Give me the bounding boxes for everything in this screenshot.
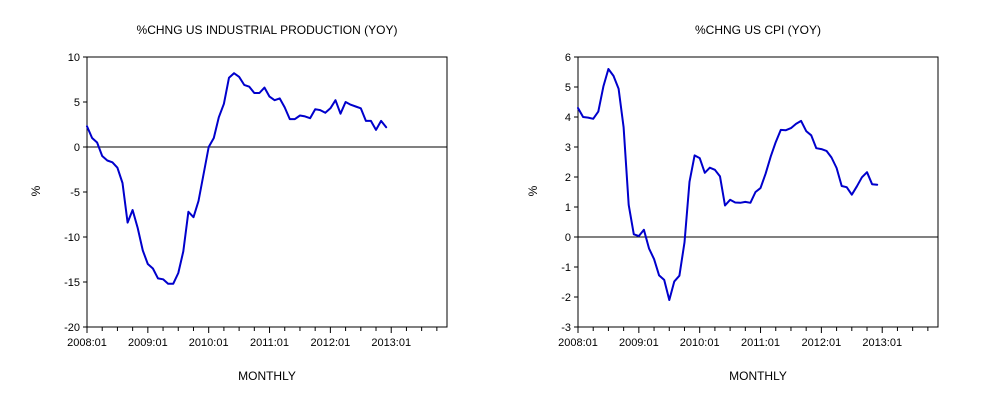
x-tick-label: 2011:01 xyxy=(741,337,780,349)
plot-frame xyxy=(577,56,939,328)
x-tick-label: 2013:01 xyxy=(862,337,902,349)
series-line xyxy=(86,72,388,285)
y-tick-label: 4 xyxy=(565,112,571,124)
y-tick-label: -20 xyxy=(64,322,80,334)
y-tick-label: -2 xyxy=(561,292,571,304)
chart-title: %CHNG US INDUSTRIAL PRODUCTION (YOY) xyxy=(137,23,398,37)
y-tick-label: 6 xyxy=(565,52,571,64)
y-tick-label: 0 xyxy=(74,142,80,154)
y-tick-label: 1 xyxy=(565,202,571,214)
y-tick-label: 3 xyxy=(565,142,571,154)
x-tick-label: 2010:01 xyxy=(189,337,229,349)
x-axis-label: MONTHLY xyxy=(238,369,296,383)
plot-frame xyxy=(86,56,448,328)
x-axis-label: MONTHLY xyxy=(729,369,787,383)
y-tick-label: -3 xyxy=(561,322,571,334)
x-tick-label: 2012:01 xyxy=(310,337,350,349)
y-tick-label: 2 xyxy=(565,172,571,184)
x-tick-label: 2011:01 xyxy=(250,337,289,349)
y-axis-label: % xyxy=(29,185,43,196)
y-tick-label: -15 xyxy=(64,277,80,289)
series-line xyxy=(577,68,879,301)
x-tick-label: 2012:01 xyxy=(801,337,841,349)
y-axis-label: % xyxy=(526,185,540,196)
x-tick-label: 2009:01 xyxy=(128,337,168,349)
x-tick-label: 2010:01 xyxy=(680,337,720,349)
y-tick-label: -10 xyxy=(64,232,80,244)
y-tick-label: 5 xyxy=(565,82,571,94)
y-tick-label: 10 xyxy=(68,52,80,64)
cpi-chart: %CHNG US CPI (YOY) % MONTHLY 6 5 4 3 2 1 0 -1 -2… xyxy=(526,23,939,383)
x-tick-label: 2008:01 xyxy=(67,337,107,349)
chart-title: %CHNG US CPI (YOY) xyxy=(695,23,821,37)
y-tick-label: -1 xyxy=(561,262,571,274)
industrial-production-chart: %CHNG US INDUSTRIAL PRODUCTION (YOY) % M… xyxy=(29,23,448,383)
y-tick-label: 5 xyxy=(74,97,80,109)
x-tick-label: 2008:01 xyxy=(558,337,598,349)
y-tick-label: 0 xyxy=(565,232,571,244)
x-tick-label: 2009:01 xyxy=(619,337,659,349)
y-tick-label: -5 xyxy=(70,187,80,199)
x-tick-label: 2013:01 xyxy=(371,337,411,349)
